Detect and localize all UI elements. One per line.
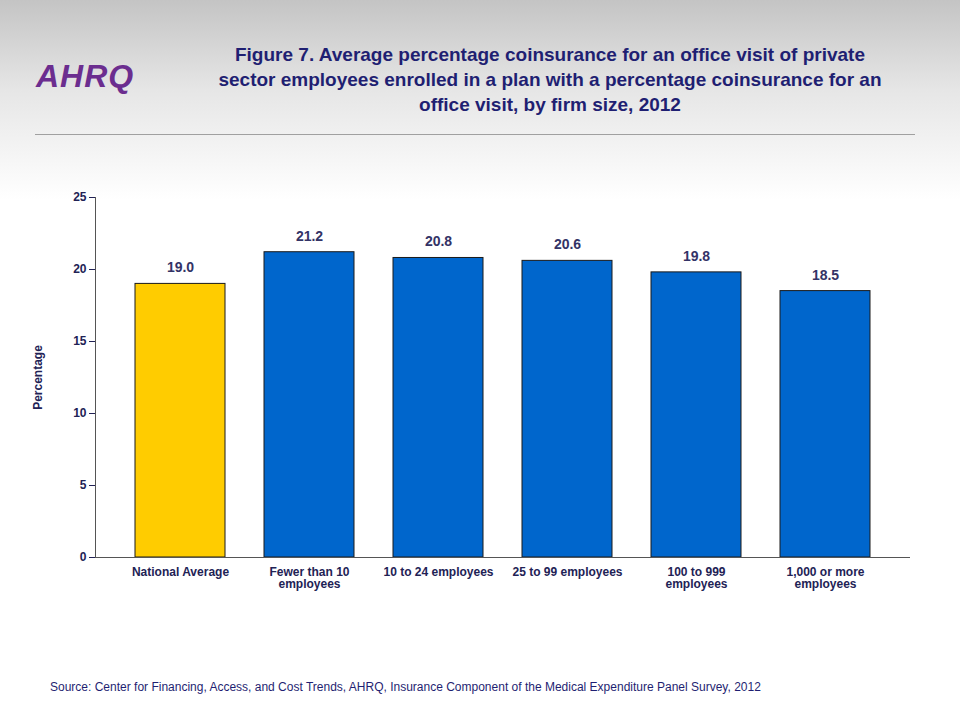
svg-text:Percentage: Percentage (31, 345, 45, 410)
svg-text:10: 10 (73, 406, 87, 420)
svg-text:15: 15 (73, 334, 87, 348)
html-text:Source: Center for Financing,: Source: Center for Financing, Access, an… (50, 680, 761, 694)
svg-text:1,000 or moreemployees: 1,000 or moreemployees (786, 565, 864, 591)
html-text:AHRQ: AHRQ (36, 58, 135, 94)
svg-text:19.8: 19.8 (683, 248, 710, 264)
svg-text:20.6: 20.6 (554, 236, 581, 252)
html-text:Figure 7. Average percentage c: Figure 7. Average percentage coinsurance… (218, 44, 882, 115)
svg-text:25 to 99 employees: 25 to 99 employees (512, 565, 622, 579)
svg-text:100 to 999employees: 100 to 999employees (665, 565, 727, 591)
svg-text:National Average: National Average (132, 565, 229, 579)
svg-text:Fewer than 10employees: Fewer than 10employees (269, 565, 349, 591)
svg-text:19.0: 19.0 (167, 259, 194, 275)
svg-text:5: 5 (80, 478, 87, 492)
svg-text:20.8: 20.8 (425, 233, 452, 249)
svg-text:20: 20 (73, 262, 87, 276)
svg-text:21.2: 21.2 (296, 228, 323, 244)
svg-text:25: 25 (73, 190, 87, 204)
svg-text:10 to 24 employees: 10 to 24 employees (383, 565, 493, 579)
svg-text:18.5: 18.5 (812, 267, 839, 283)
svg-text:0: 0 (80, 550, 87, 564)
